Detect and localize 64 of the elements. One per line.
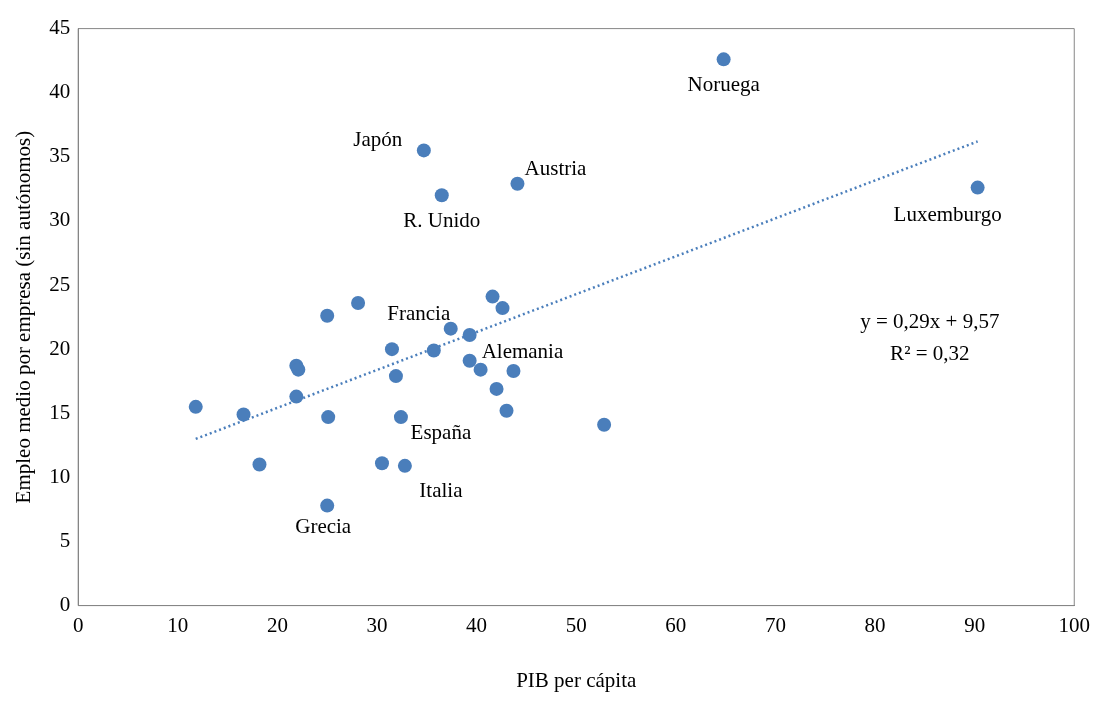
- point: [462, 328, 477, 343]
- point: [321, 410, 336, 425]
- point: [375, 456, 389, 471]
- y-tick-label: 20: [49, 335, 71, 360]
- point: [495, 301, 510, 316]
- point: [320, 308, 335, 323]
- x-tick-label: 50: [565, 612, 587, 637]
- y-axis-title: Empleo medio por empresa (sin autónomos): [11, 130, 36, 504]
- point: [597, 417, 612, 432]
- annotation: Noruega: [687, 71, 761, 96]
- point: [397, 458, 412, 473]
- x-tick-label: 20: [266, 612, 288, 637]
- point: [499, 403, 514, 418]
- point: [510, 176, 525, 191]
- x-tick-label: 40: [466, 612, 488, 637]
- annotation: y = 0,29x + 9,57: [860, 309, 1000, 334]
- point: [188, 399, 203, 414]
- x-tick-label: 80: [864, 612, 886, 637]
- y-tick-label: 0: [59, 592, 71, 617]
- point: [462, 353, 477, 368]
- y-tick-label: 5: [59, 528, 71, 552]
- point: [473, 362, 488, 377]
- y-tick-label: 15: [49, 399, 71, 424]
- point: [506, 363, 521, 378]
- point: [426, 343, 441, 358]
- point: [393, 410, 408, 425]
- annotation: R. Unido: [403, 207, 481, 232]
- x-tick-label: 100: [1058, 612, 1090, 637]
- annotation: R² = 0,32: [890, 341, 970, 366]
- x-tick-label: 70: [764, 612, 786, 637]
- point: [289, 389, 304, 404]
- point: [443, 321, 458, 336]
- x-tick-label: 60: [665, 612, 687, 637]
- point: [970, 180, 985, 195]
- point: [236, 407, 251, 422]
- y-tick-label: 25: [49, 271, 71, 296]
- x-axis-title: PIB per cápita: [516, 667, 637, 692]
- point: [320, 498, 335, 513]
- point: [416, 143, 431, 158]
- annotation: Francia: [387, 301, 451, 326]
- annotation: Grecia: [295, 514, 352, 539]
- y-tick-label: 35: [49, 143, 71, 168]
- x-tick-label: 10: [167, 612, 189, 637]
- point: [291, 362, 306, 377]
- point: [388, 369, 403, 384]
- y-tick-label: 45: [49, 15, 71, 40]
- annotation: Luxemburgo: [893, 202, 1002, 227]
- point: [384, 342, 399, 357]
- point: [716, 52, 731, 67]
- point: [434, 188, 449, 203]
- y-tick-label: 10: [49, 463, 71, 488]
- annotation: Japón: [353, 126, 403, 151]
- annotation: España: [410, 419, 472, 444]
- annotation: Italia: [419, 478, 464, 503]
- annotation: Austria: [524, 156, 588, 181]
- point: [485, 289, 500, 304]
- y-tick-label: 40: [49, 79, 71, 104]
- x-tick-label: 90: [964, 612, 986, 637]
- point: [252, 457, 267, 472]
- y-tick-label: 30: [49, 207, 71, 232]
- point: [489, 381, 504, 396]
- annotation: Alemania: [481, 339, 564, 364]
- x-tick-label: 30: [366, 612, 388, 637]
- point: [351, 296, 366, 310]
